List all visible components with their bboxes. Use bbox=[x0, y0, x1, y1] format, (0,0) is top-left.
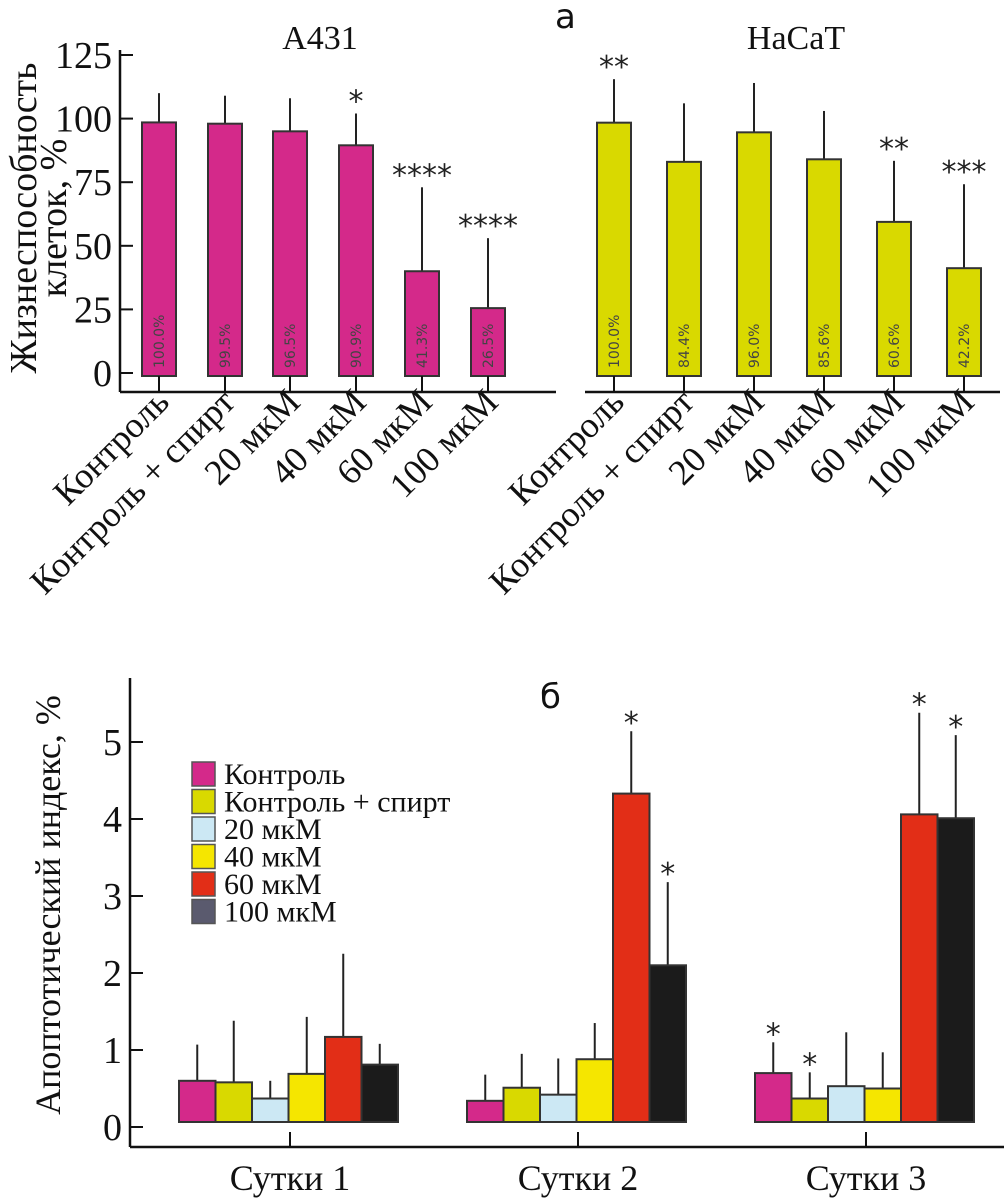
bar bbox=[338, 144, 374, 377]
significance-marker: * bbox=[948, 710, 963, 745]
bar bbox=[863, 1087, 902, 1123]
significance-marker: **** bbox=[458, 209, 518, 244]
bar bbox=[466, 1099, 505, 1123]
y-tick-label-a: 50 bbox=[74, 226, 112, 268]
significance-marker: ** bbox=[599, 50, 629, 85]
bar bbox=[754, 1072, 793, 1123]
bar bbox=[596, 121, 632, 378]
bar bbox=[612, 792, 651, 1124]
bar bbox=[666, 160, 702, 377]
significance-marker: ** bbox=[879, 132, 909, 167]
legend-swatch bbox=[191, 843, 216, 870]
significance-marker: *** bbox=[942, 155, 987, 190]
y-axis-label-a-line1: Жизнеспособность bbox=[3, 63, 45, 374]
bar bbox=[360, 1063, 399, 1124]
legend-swatch bbox=[191, 788, 216, 815]
x-tick-label-b: Сутки 3 bbox=[806, 1158, 927, 1198]
legend-label: 100 мкМ bbox=[224, 896, 337, 929]
bar bbox=[876, 220, 912, 377]
bar bbox=[502, 1086, 541, 1123]
significance-marker: * bbox=[349, 85, 364, 120]
significance-marker: * bbox=[802, 1047, 817, 1082]
legend-swatch bbox=[191, 816, 216, 842]
bar-value-label: 100.0% bbox=[607, 315, 623, 368]
significance-marker: * bbox=[660, 857, 675, 892]
panel-label-a: а bbox=[555, 0, 576, 37]
bar bbox=[806, 158, 842, 377]
bar bbox=[324, 1035, 363, 1124]
bar bbox=[539, 1093, 578, 1124]
bar-value-label: 42.2% bbox=[957, 324, 973, 368]
legend-label: Контроль bbox=[224, 758, 345, 791]
legend-label: 20 мкМ bbox=[224, 813, 322, 846]
y-tick-label-a: 125 bbox=[55, 35, 112, 77]
legend-label: 60 мкМ bbox=[224, 868, 322, 901]
x-tick-label-b: Сутки 2 bbox=[518, 1158, 639, 1198]
bar bbox=[470, 307, 506, 377]
bar bbox=[575, 1058, 614, 1123]
x-tick-label-b: Сутки 1 bbox=[230, 1158, 351, 1198]
bar-value-label: 99.5% bbox=[218, 324, 234, 368]
bar bbox=[251, 1097, 290, 1124]
legend-swatch bbox=[191, 898, 216, 925]
bar bbox=[648, 964, 687, 1123]
significance-marker: * bbox=[624, 706, 639, 741]
legend-label: 40 мкМ bbox=[224, 841, 322, 874]
bar-value-label: 26.5% bbox=[481, 324, 497, 368]
significance-marker: * bbox=[912, 688, 927, 723]
significance-marker: **** bbox=[392, 158, 452, 193]
legend-label: Контроль + спирт bbox=[224, 786, 450, 819]
group-title-hacat: HaCaT bbox=[747, 20, 845, 57]
y-tick-label-b: 4 bbox=[103, 799, 122, 841]
bar-value-label: 90.9% bbox=[349, 324, 365, 368]
panel-a-chart: 0255075100125100.0%Контроль99.5%Контроль… bbox=[22, 35, 1000, 602]
y-axis-label-b: Апоптотический индекс, % bbox=[28, 695, 68, 1115]
bar bbox=[936, 817, 975, 1123]
bar bbox=[207, 122, 243, 377]
bar bbox=[141, 121, 177, 377]
bar bbox=[946, 267, 982, 377]
bar-value-label: 100.0% bbox=[152, 315, 168, 368]
bar bbox=[900, 813, 939, 1123]
bar-value-label: 41.3% bbox=[415, 324, 431, 368]
y-tick-label-a: 25 bbox=[74, 289, 112, 331]
bar-value-label: 60.6% bbox=[887, 324, 903, 368]
significance-marker: * bbox=[766, 1017, 781, 1052]
panel-label-b: б bbox=[540, 677, 561, 717]
y-tick-label-a: 75 bbox=[74, 162, 112, 204]
bar-value-label: 96.5% bbox=[283, 324, 299, 368]
legend-swatch bbox=[191, 761, 216, 787]
legend-swatch bbox=[191, 871, 216, 897]
bar-value-label: 96.0% bbox=[747, 324, 763, 368]
bar-value-label: 85.6% bbox=[817, 324, 833, 368]
y-tick-label-a: 100 bbox=[55, 99, 112, 141]
group-title-a431: A431 bbox=[282, 20, 358, 57]
y-axis-label-a-line2: клеток, % bbox=[33, 139, 75, 298]
bar bbox=[287, 1072, 326, 1123]
y-tick-label-b: 3 bbox=[103, 876, 122, 918]
bar bbox=[790, 1097, 829, 1124]
bar bbox=[827, 1085, 866, 1123]
y-tick-label-b: 5 bbox=[103, 722, 122, 764]
bar bbox=[214, 1081, 253, 1123]
panel-b-chart: 0 1 2 3 4 5 Сутки 1 Сутки 2 * * Сутки 3 * * * * Контрол… bbox=[103, 678, 1004, 1198]
bar bbox=[178, 1079, 217, 1124]
y-tick-label-b: 0 bbox=[103, 1107, 122, 1149]
y-tick-label-b: 1 bbox=[103, 1030, 122, 1072]
bar-value-label: 84.4% bbox=[677, 324, 693, 368]
y-tick-label-b: 2 bbox=[103, 953, 122, 995]
y-tick-label-a: 0 bbox=[93, 353, 112, 395]
